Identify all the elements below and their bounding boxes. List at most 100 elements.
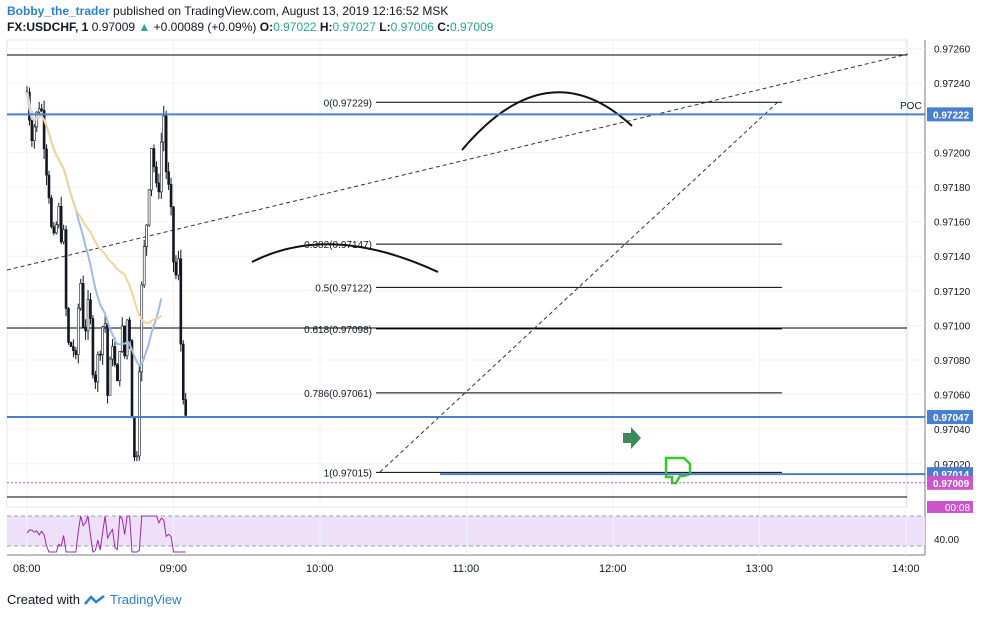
- publish-info: published on TradingView.com, August 13,…: [113, 4, 449, 18]
- candle-body: [74, 350, 78, 356]
- brand-link[interactable]: TradingView: [109, 592, 182, 607]
- candle-body: [94, 374, 97, 383]
- x-tick-label: 08:00: [13, 563, 41, 575]
- candle-body: [52, 226, 56, 234]
- ma-grey-line: [25, 91, 41, 122]
- candle-body: [86, 299, 90, 332]
- trendline-upper[interactable]: [6, 53, 909, 271]
- candle-body: [76, 307, 80, 356]
- candle-body: [113, 346, 117, 366]
- candle-body: [79, 283, 83, 309]
- candle-body: [96, 353, 100, 383]
- shoulder-arc[interactable]: [251, 243, 439, 273]
- candle-body: [37, 108, 41, 113]
- countdown-badge: [927, 501, 973, 513]
- candle-body: [81, 283, 85, 328]
- x-tick-label: 10:00: [306, 563, 334, 575]
- candle-body: [155, 166, 158, 184]
- close-label: C:: [437, 20, 450, 34]
- close-value: 0.97009: [449, 20, 494, 34]
- y-tick-label: 0.97140: [934, 252, 971, 263]
- candle-body: [138, 371, 141, 457]
- open-label: O:: [259, 20, 274, 34]
- candle-body: [69, 342, 73, 347]
- candle-body: [116, 364, 119, 382]
- created-with-label: Created with: [7, 592, 80, 607]
- x-tick-labels: 08:00 09:00 10:00 11:00 12:00 13:00 14:00: [13, 563, 920, 575]
- candle-body: [67, 308, 70, 343]
- x-tick-label: 11:00: [453, 563, 480, 575]
- candle-body: [181, 343, 185, 400]
- candle-body: [111, 346, 114, 360]
- y-tick-label: 0.97080: [934, 356, 971, 367]
- candle-body: [57, 206, 61, 226]
- price-badge: [927, 410, 973, 425]
- candle-body: [120, 325, 124, 352]
- candle-body: [64, 229, 68, 309]
- tradingview-logo-icon: [84, 594, 105, 605]
- candle-body: [59, 206, 63, 243]
- last-price: 0.97009: [91, 20, 136, 34]
- grid-lines: [7, 40, 925, 555]
- candle-body: [98, 353, 102, 356]
- thumbs-down-icon[interactable]: [664, 456, 692, 485]
- price-badge: [927, 475, 973, 490]
- candle-body: [108, 358, 112, 396]
- horizontal-levels[interactable]: [7, 54, 907, 498]
- price-badge-label: 0.97009: [933, 479, 970, 490]
- poc-label: POC: [900, 101, 922, 112]
- candle-body: [179, 258, 183, 345]
- candle-body: [40, 108, 43, 111]
- candle-body: [123, 325, 126, 357]
- y-tick-label: 0.97240: [934, 79, 971, 90]
- x-tick-label: 12:00: [599, 563, 627, 575]
- ma-orange-line: [26, 91, 163, 325]
- candle-body: [50, 197, 53, 227]
- chart-header: Bobby_the_trader published on TradingVie…: [7, 3, 493, 35]
- candle-body: [103, 323, 107, 328]
- change-arrow-icon: ▲: [138, 20, 151, 34]
- y-tick-label: 0.97200: [934, 148, 971, 159]
- candle-body: [184, 399, 188, 416]
- candle-body: [152, 148, 156, 168]
- high-label: H:: [319, 20, 333, 34]
- candle-body: [147, 189, 151, 226]
- y-tick-label: 0.97060: [934, 391, 971, 402]
- low-value: 0.97006: [390, 20, 434, 34]
- fib-level-label: 1(0.97015): [324, 468, 372, 479]
- candles: [25, 86, 188, 462]
- fib-level-label: 0.5(0.97122): [315, 283, 372, 294]
- fib-level-label: 0.786(0.97061): [304, 389, 372, 400]
- candle-body: [84, 326, 87, 332]
- candle-body: [177, 258, 180, 276]
- candle-body: [167, 171, 170, 185]
- rsi-line: [26, 514, 186, 553]
- low-label: L:: [379, 20, 391, 34]
- y-tick-label: 0.97120: [934, 287, 971, 298]
- y-tick-label: 0.97040: [934, 425, 971, 436]
- candle-body: [45, 148, 48, 176]
- head-arc[interactable]: [461, 91, 633, 151]
- rsi-tick-label: 40.00: [934, 535, 959, 546]
- candle-body: [89, 299, 92, 319]
- y-tick-label: 0.97160: [934, 218, 971, 229]
- candle-body: [159, 141, 163, 193]
- arrow-right-icon[interactable]: [623, 427, 641, 449]
- fib-level-label: 0.382(0.97147): [304, 240, 372, 251]
- y-tick-labels: 0.97260 0.97240 0.97200 0.97180 0.97160 0.971…: [934, 45, 971, 471]
- candle-body: [42, 110, 46, 150]
- candle-body: [106, 323, 109, 396]
- candle-body: [142, 246, 146, 286]
- trendline-lower[interactable]: [379, 99, 781, 473]
- author-name[interactable]: Bobby_the_trader: [7, 4, 110, 18]
- x-tick-label: 13:00: [746, 563, 774, 575]
- countdown-label: 00:08: [945, 503, 970, 514]
- candle-body: [135, 455, 139, 458]
- candle-body: [145, 224, 148, 247]
- fib-level-label: 0.618(0.97098): [304, 325, 372, 336]
- fib-retracement[interactable]: 0(0.97229) 0.382(0.97147) 0.5(0.97122) 0.61…: [304, 98, 782, 479]
- x-tick-label: 09:00: [160, 563, 188, 575]
- y-tick-label: 0.97020: [934, 460, 971, 471]
